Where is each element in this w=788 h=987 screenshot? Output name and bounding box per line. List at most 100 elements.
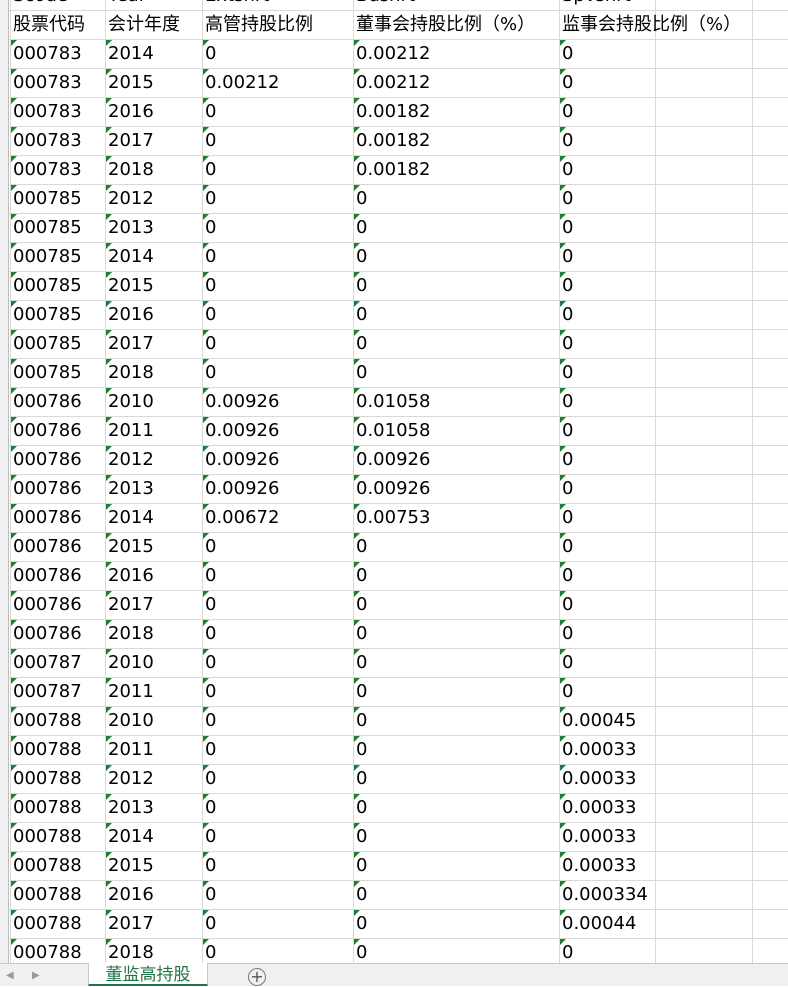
cell[interactable]: 0	[205, 275, 217, 296]
cell[interactable]: 000786	[13, 536, 82, 557]
cell[interactable]: 000788	[13, 797, 82, 818]
cell[interactable]: 0.00045	[562, 710, 637, 731]
cell[interactable]: 监事会持股比例（%）	[562, 14, 742, 35]
cell[interactable]: 2015	[108, 536, 154, 557]
scroll-left[interactable]: ◀	[6, 970, 14, 981]
cell[interactable]: 0	[356, 855, 368, 876]
cell[interactable]: 高管持股比例	[205, 14, 313, 35]
cell[interactable]: 0	[562, 246, 574, 267]
cell[interactable]: 0	[205, 768, 217, 789]
cell[interactable]: 0	[205, 362, 217, 383]
cell[interactable]: 000783	[13, 130, 82, 151]
cell[interactable]: 000786	[13, 391, 82, 412]
cell[interactable]: 2012	[108, 188, 154, 209]
cell[interactable]: 0	[205, 594, 217, 615]
cell[interactable]: 000786	[13, 478, 82, 499]
cell[interactable]: 000788	[13, 942, 82, 963]
cell[interactable]: 0.00033	[562, 739, 637, 760]
cell[interactable]: 0	[205, 130, 217, 151]
cell[interactable]: 000785	[13, 217, 82, 238]
cell[interactable]: 000788	[13, 826, 82, 847]
cell[interactable]: 0.00926	[205, 478, 280, 499]
cell[interactable]: 2016	[108, 884, 154, 905]
cell[interactable]: 0	[356, 681, 368, 702]
cell[interactable]: 0	[356, 942, 368, 963]
cell[interactable]: 2017	[108, 913, 154, 934]
cell[interactable]: 0.00182	[356, 130, 431, 151]
cell[interactable]: 000787	[13, 652, 82, 673]
cell[interactable]: 0	[356, 884, 368, 905]
cell[interactable]: 2011	[108, 681, 154, 702]
cell[interactable]: 股票代码	[13, 14, 85, 35]
cell[interactable]: 0	[562, 652, 574, 673]
cell[interactable]: 董事会持股比例（%）	[356, 14, 536, 35]
cell[interactable]: 0	[562, 43, 574, 64]
cell[interactable]: 000786	[13, 594, 82, 615]
cell[interactable]: 0	[562, 72, 574, 93]
cell[interactable]: 0.00926	[205, 420, 280, 441]
cell[interactable]: 0	[356, 304, 368, 325]
cell[interactable]: 2013	[108, 797, 154, 818]
sheet-tab[interactable]: 董监高持股	[88, 963, 208, 986]
cell[interactable]: 000786	[13, 420, 82, 441]
cell[interactable]: 0.00926	[205, 391, 280, 412]
cell[interactable]: Year	[105, 0, 202, 10]
cell[interactable]: 2014	[108, 826, 154, 847]
cell[interactable]: 0	[205, 913, 217, 934]
cell[interactable]: 2011	[108, 420, 154, 441]
cell[interactable]: 0	[205, 217, 217, 238]
cell[interactable]: 0	[205, 652, 217, 673]
cell[interactable]: 0	[562, 594, 574, 615]
cell[interactable]: 0	[205, 942, 217, 963]
cell[interactable]: 0	[356, 710, 368, 731]
cell[interactable]: 2014	[108, 507, 154, 528]
cell[interactable]: 0	[356, 217, 368, 238]
cell[interactable]: 000785	[13, 246, 82, 267]
cell[interactable]: 0.00033	[562, 855, 637, 876]
cell[interactable]: 0	[356, 768, 368, 789]
cell[interactable]: 0	[562, 217, 574, 238]
cell[interactable]: 000788	[13, 884, 82, 905]
cell[interactable]: 2012	[108, 449, 154, 470]
cell[interactable]: 000785	[13, 333, 82, 354]
cell[interactable]: 000785	[13, 275, 82, 296]
cell[interactable]: 0	[562, 391, 574, 412]
cell[interactable]: 0	[562, 420, 574, 441]
cell[interactable]: Bdshrt	[353, 0, 559, 10]
cell[interactable]: Extshrt	[202, 0, 353, 10]
cell[interactable]: 0	[562, 449, 574, 470]
cell[interactable]: 0	[356, 536, 368, 557]
cell[interactable]: 2013	[108, 217, 154, 238]
cell[interactable]: 0	[356, 188, 368, 209]
cell[interactable]: 0	[356, 565, 368, 586]
cell[interactable]: 000783	[13, 72, 82, 93]
cell[interactable]: 0	[205, 304, 217, 325]
cell[interactable]: 000786	[13, 565, 82, 586]
cell[interactable]: 0	[205, 565, 217, 586]
cell[interactable]: 000788	[13, 768, 82, 789]
cell[interactable]: 0	[356, 594, 368, 615]
cell[interactable]: 2010	[108, 652, 154, 673]
cell[interactable]: 0.00033	[562, 826, 637, 847]
cell[interactable]: 2012	[108, 768, 154, 789]
cell[interactable]: 2017	[108, 594, 154, 615]
cell[interactable]: 000785	[13, 188, 82, 209]
cell[interactable]: 0	[562, 565, 574, 586]
cell[interactable]: 0.00182	[356, 159, 431, 180]
cell[interactable]: 2015	[108, 855, 154, 876]
cell[interactable]: 0.00926	[205, 449, 280, 470]
cell[interactable]: 0	[205, 681, 217, 702]
cell[interactable]: 0.00926	[356, 478, 431, 499]
cell[interactable]: 0	[562, 536, 574, 557]
cell[interactable]: 0.00672	[205, 507, 280, 528]
scroll-right[interactable]: ▶	[32, 970, 40, 981]
cell[interactable]: 0	[562, 681, 574, 702]
cell[interactable]: 2014	[108, 246, 154, 267]
cell[interactable]: 2016	[108, 304, 154, 325]
cell[interactable]: 0	[356, 333, 368, 354]
cell[interactable]: 2014	[108, 43, 154, 64]
cell[interactable]: Spvshrt	[559, 0, 655, 10]
cell[interactable]: 000788	[13, 739, 82, 760]
cell[interactable]: 000788	[13, 913, 82, 934]
cell[interactable]: 0.00044	[562, 913, 637, 934]
